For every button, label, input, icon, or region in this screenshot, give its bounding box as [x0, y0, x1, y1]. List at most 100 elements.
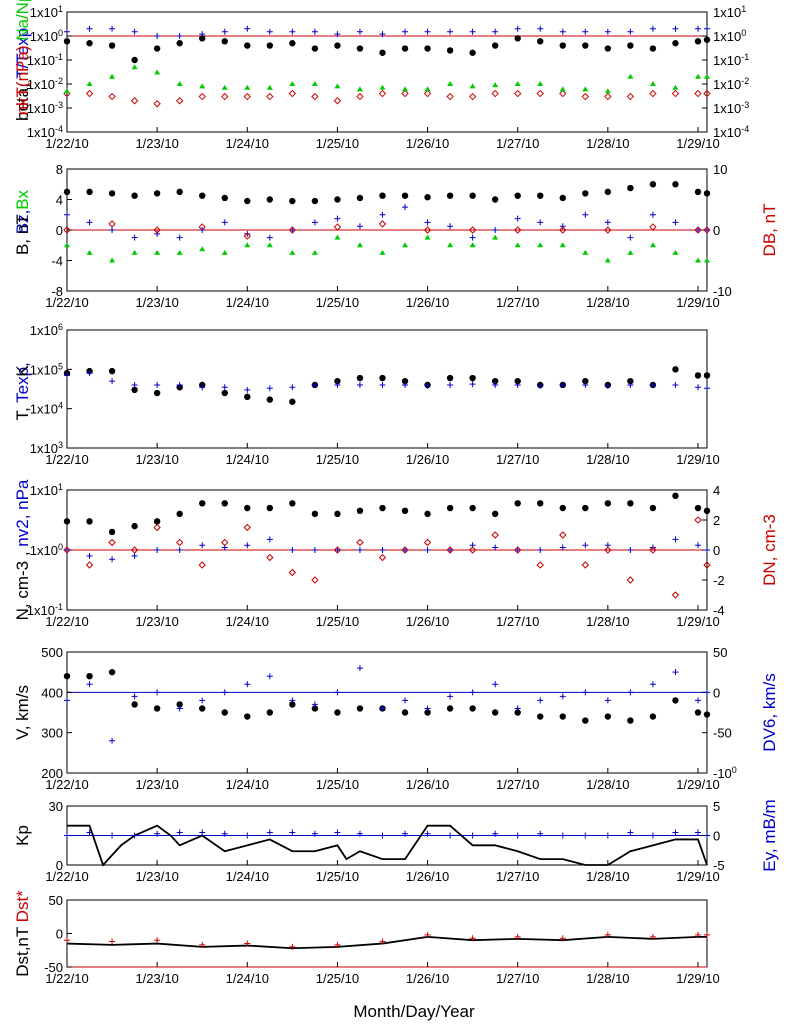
data-point-nkT	[266, 92, 274, 101]
data-point-DV6	[672, 669, 679, 676]
x-tick-label: 1/27/10	[496, 295, 539, 310]
data-point-T/Texp	[131, 28, 138, 35]
data-point-N	[582, 504, 589, 512]
data-point-DN	[581, 561, 590, 569]
data-point-T/Texp	[559, 28, 566, 35]
data-point-Na/Np	[334, 83, 341, 89]
data-point-Bx	[447, 242, 454, 248]
data-point-Texp	[64, 372, 70, 379]
data-point-T	[514, 377, 521, 385]
data-point-DN	[221, 538, 229, 547]
data-point-N	[311, 510, 319, 518]
data-point-V	[672, 697, 679, 704]
data-point-B	[334, 196, 341, 203]
data-point-Bz	[447, 223, 454, 230]
data-point-Na/Np	[311, 81, 318, 86]
y2-tick-label: 0	[713, 829, 720, 844]
y2-tick-label: 0	[713, 685, 720, 700]
data-point-Bx	[672, 249, 679, 255]
data-point-Na/Np	[469, 83, 476, 89]
data-point-beta	[199, 35, 206, 42]
data-point-beta	[537, 38, 544, 45]
data-point-V	[356, 705, 364, 712]
data-point-B	[604, 188, 612, 196]
data-point-DN	[671, 591, 680, 599]
data-point-Na/Np	[649, 81, 656, 86]
x-tick-label: 1/28/10	[586, 136, 629, 151]
data-point-nv2	[64, 547, 70, 553]
data-point-Bx	[694, 257, 701, 263]
x-tick-label: 1/27/10	[496, 777, 539, 792]
data-point-T/Texp	[672, 25, 679, 32]
data-point-Bz	[266, 234, 273, 241]
data-point-Texp	[199, 384, 206, 391]
data-point-Bz	[704, 227, 710, 233]
data-point-DN	[130, 546, 139, 554]
data-point-DN	[559, 531, 567, 539]
data-point-B	[424, 194, 431, 201]
data-point-DN	[446, 546, 454, 554]
data-point-Bx	[289, 249, 296, 255]
y-axis-label-V: V, km/s	[13, 685, 32, 740]
x-tick-label: 1/29/10	[676, 136, 719, 151]
data-point-DV6	[64, 697, 70, 704]
x-tick-label: 1/22/10	[45, 136, 88, 151]
data-point-Na/Np	[64, 88, 70, 94]
data-point-beta	[86, 40, 93, 47]
data-point-DN	[288, 568, 297, 577]
data-point-B	[108, 190, 116, 197]
data-point-beta	[153, 45, 161, 52]
x-axis-title: Month/Day/Year	[353, 1002, 475, 1021]
y2-tick-label: -10	[713, 284, 732, 299]
data-point-nv2	[154, 547, 161, 553]
data-point-V	[334, 709, 341, 716]
data-point-Texp	[704, 385, 710, 392]
y-axis-label-Kp: Kp	[13, 825, 32, 846]
y2-tick-label: -50	[713, 726, 732, 741]
data-point-Ey	[672, 829, 679, 836]
y-tick-label: 1x104	[30, 401, 63, 417]
data-point-Bz	[154, 230, 161, 237]
data-point-Dst*	[379, 938, 386, 945]
data-point-Dst*	[604, 931, 611, 938]
data-point-B	[694, 188, 702, 196]
data-point-Bx	[424, 234, 431, 240]
data-point-beta	[514, 35, 521, 42]
data-point-V	[176, 701, 183, 708]
x-tick-label: 1/22/10	[45, 777, 88, 792]
data-point-DN	[243, 523, 251, 532]
data-point-DN	[378, 553, 387, 562]
data-point-T/Texp	[492, 28, 499, 35]
data-point-T/Texp	[311, 28, 318, 35]
y-tick-label: 1x105	[30, 361, 63, 377]
data-point-Bz	[514, 215, 521, 222]
data-point-Texp	[109, 378, 116, 385]
x-tick-label: 1/22/10	[45, 452, 88, 467]
data-point-T	[446, 374, 454, 382]
data-point-beta	[703, 36, 711, 43]
data-point-Na/Np	[424, 86, 431, 92]
y-tick-label: 1x10-1	[27, 602, 63, 618]
plot-frame-Dst	[66, 899, 708, 968]
y2-tick-label: -2	[713, 573, 725, 588]
data-point-beta	[131, 56, 138, 64]
y-tick-label: 1x101	[30, 4, 63, 20]
data-point-Bx	[311, 249, 318, 255]
data-point-DN	[198, 561, 206, 569]
x-tick-label: 1/26/10	[406, 614, 449, 629]
y-tick-label: -4	[51, 254, 63, 269]
data-point-N	[244, 504, 251, 512]
y2-tick-label: 1x10-2	[713, 76, 749, 92]
data-point-Bx	[86, 249, 93, 255]
data-point-B	[86, 188, 93, 196]
data-point-B	[356, 194, 364, 202]
data-point-nv2	[379, 547, 386, 553]
data-point-B	[153, 190, 161, 197]
y2-tick-label: 1x10-3	[713, 100, 749, 116]
data-point-Na/Np	[672, 84, 679, 90]
data-point-beta	[334, 42, 341, 49]
y2-tick-label: 2	[713, 513, 720, 528]
data-point-DV6	[311, 701, 318, 708]
data-point-DN	[175, 538, 184, 547]
